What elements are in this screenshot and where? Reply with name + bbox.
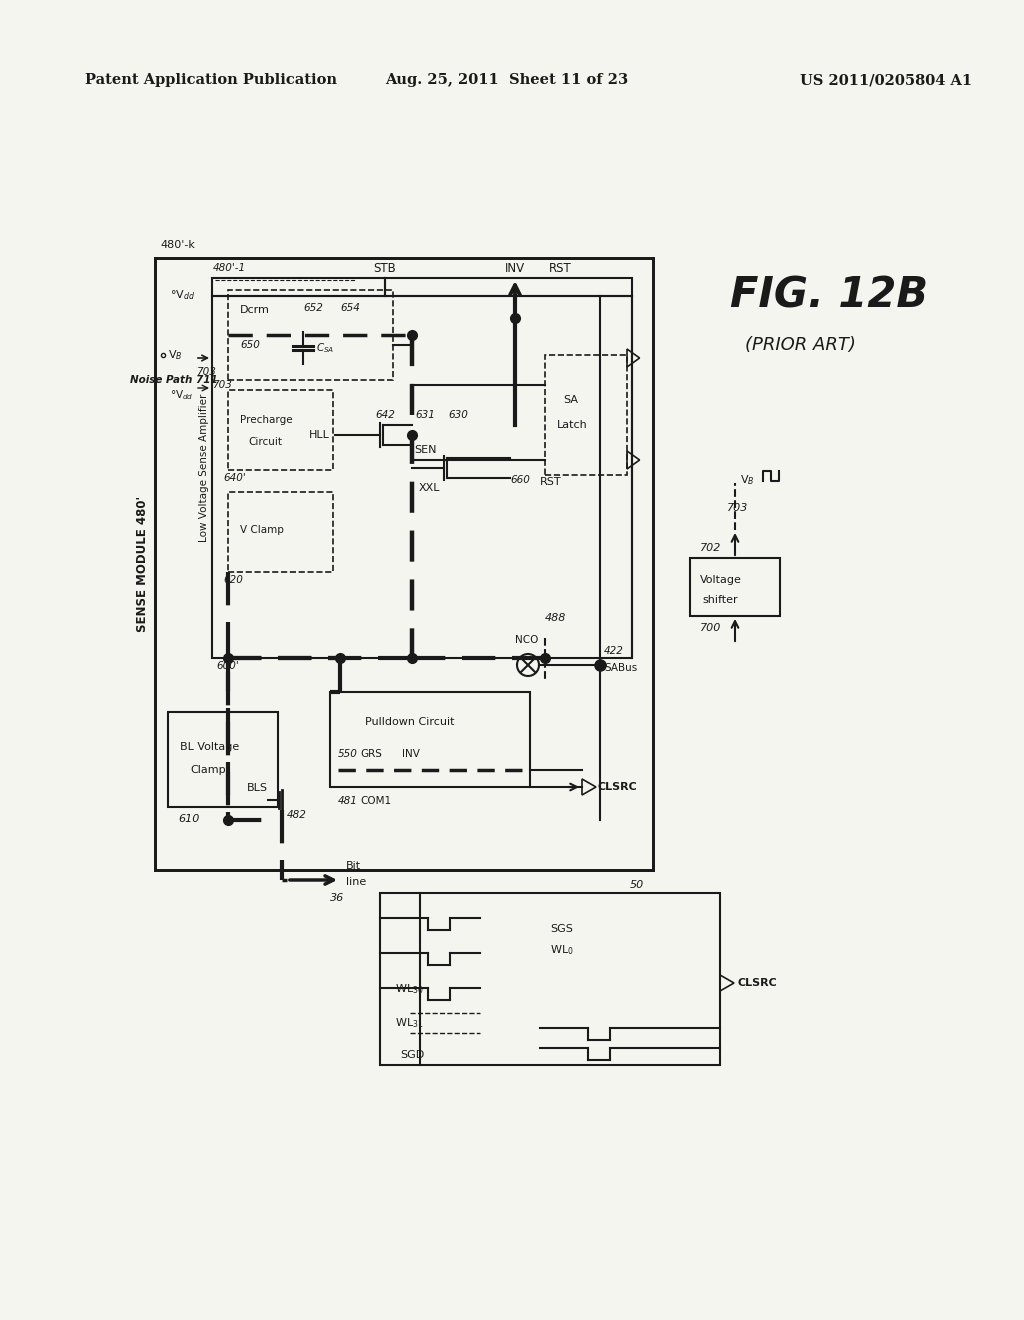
Text: 620: 620 — [223, 576, 243, 585]
Text: BLS: BLS — [247, 783, 268, 793]
Text: GRS: GRS — [360, 748, 382, 759]
Text: Noise Path 711: Noise Path 711 — [130, 375, 218, 385]
Bar — [228, 290, 393, 380]
Text: 50: 50 — [630, 880, 644, 890]
Text: 660: 660 — [510, 475, 529, 484]
Text: (PRIOR ART): (PRIOR ART) — [745, 337, 856, 354]
Text: line: line — [346, 876, 367, 887]
Text: Low Voltage Sense Amplifier: Low Voltage Sense Amplifier — [199, 393, 209, 543]
Text: 650: 650 — [240, 341, 260, 350]
Bar — [212, 279, 632, 657]
Text: SA: SA — [563, 395, 578, 405]
Text: Voltage: Voltage — [700, 576, 741, 585]
Text: °V$_{dd}$: °V$_{dd}$ — [170, 288, 196, 302]
Text: NCO: NCO — [515, 635, 539, 645]
Text: SGS: SGS — [550, 924, 572, 935]
Text: V Clamp: V Clamp — [240, 525, 284, 535]
Text: 480'-k: 480'-k — [160, 240, 195, 249]
Text: 36: 36 — [330, 894, 344, 903]
Text: shifter: shifter — [702, 595, 737, 605]
Text: 702: 702 — [700, 543, 721, 553]
Text: US 2011/0205804 A1: US 2011/0205804 A1 — [800, 73, 972, 87]
Text: WL$_{31}$: WL$_{31}$ — [395, 1016, 424, 1030]
Text: WL$_{30}$: WL$_{30}$ — [395, 982, 424, 995]
Text: BL Voltage: BL Voltage — [180, 742, 240, 752]
Bar — [228, 389, 333, 470]
Text: Circuit: Circuit — [248, 437, 282, 447]
Bar — [380, 894, 720, 1065]
Text: 652: 652 — [303, 304, 323, 313]
Text: 610: 610 — [178, 814, 200, 824]
Text: Clamp: Clamp — [190, 766, 225, 775]
Text: SGD: SGD — [400, 1049, 424, 1060]
Text: 631: 631 — [415, 411, 435, 420]
Bar — [155, 257, 653, 870]
Text: Patent Application Publication: Patent Application Publication — [85, 73, 337, 87]
Text: °V$_{dd}$: °V$_{dd}$ — [170, 388, 194, 401]
Text: SENSE MODULE 480': SENSE MODULE 480' — [136, 496, 150, 632]
Text: COM1: COM1 — [360, 796, 391, 807]
Text: INV: INV — [505, 261, 525, 275]
Text: CLSRC: CLSRC — [738, 978, 778, 987]
Text: 703: 703 — [727, 503, 749, 513]
Text: SEN: SEN — [414, 445, 436, 455]
Bar — [545, 355, 627, 475]
Text: V$_B$: V$_B$ — [168, 348, 182, 362]
Text: Aug. 25, 2011  Sheet 11 of 23: Aug. 25, 2011 Sheet 11 of 23 — [385, 73, 628, 87]
Text: 488: 488 — [545, 612, 566, 623]
Text: 480'-1: 480'-1 — [213, 263, 246, 273]
Text: $C_{SA}$: $C_{SA}$ — [316, 341, 334, 355]
Text: 703: 703 — [212, 380, 231, 389]
Text: Pulldown Circuit: Pulldown Circuit — [365, 717, 455, 727]
Text: Bit: Bit — [346, 861, 361, 871]
Text: 422: 422 — [604, 645, 624, 656]
Bar — [330, 692, 530, 787]
Text: SABus: SABus — [604, 663, 637, 673]
Text: Precharge: Precharge — [240, 414, 293, 425]
Text: 700: 700 — [700, 623, 721, 634]
Text: XXL: XXL — [419, 483, 440, 492]
Text: 642: 642 — [375, 411, 395, 420]
Text: STB: STB — [374, 261, 396, 275]
Text: CLSRC: CLSRC — [598, 781, 638, 792]
Bar — [690, 558, 780, 616]
Text: 640': 640' — [223, 473, 246, 483]
Text: 703: 703 — [196, 367, 216, 378]
Text: V$_B$: V$_B$ — [740, 473, 755, 487]
Bar — [228, 492, 333, 572]
Text: FIG. 12B: FIG. 12B — [730, 275, 928, 315]
Text: WL$_0$: WL$_0$ — [550, 942, 573, 957]
Text: HLL: HLL — [309, 430, 330, 440]
Bar — [168, 711, 278, 807]
Text: RST: RST — [549, 261, 571, 275]
Text: 630: 630 — [449, 411, 468, 420]
Text: 600': 600' — [216, 661, 239, 671]
Text: 481: 481 — [338, 796, 357, 807]
Text: 482: 482 — [287, 810, 307, 820]
Text: Dcrm: Dcrm — [240, 305, 270, 315]
Text: RST: RST — [540, 477, 561, 487]
Text: INV: INV — [402, 748, 420, 759]
Text: Latch: Latch — [557, 420, 588, 430]
Text: 550: 550 — [338, 748, 357, 759]
Text: 654: 654 — [340, 304, 359, 313]
